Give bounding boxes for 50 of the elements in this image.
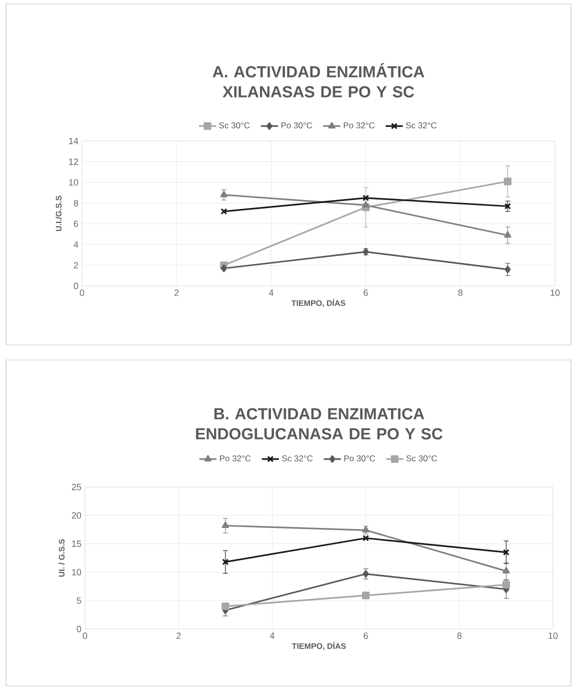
point [222, 522, 229, 528]
y-tick-label: 0 [76, 626, 82, 632]
legend-label: Sc 32°C [282, 455, 313, 462]
legend-label: Po 30°C [281, 122, 312, 128]
point [220, 264, 227, 272]
point [222, 602, 230, 610]
point [504, 178, 512, 186]
point [362, 194, 370, 202]
x-tick-label: 10 [550, 290, 560, 296]
point [362, 201, 370, 208]
x-tick-label: 2 [174, 290, 179, 296]
legend-label: Sc 32°C [406, 122, 437, 128]
x-tick-label: 10 [548, 632, 558, 639]
y-tick-label: 15 [72, 540, 82, 547]
legend-label: Po 32°C [344, 122, 375, 128]
x-axis-title: TIEMPO, DÍAS [291, 298, 346, 308]
point [502, 567, 510, 574]
chart-title: B. ACTIVIDAD ENZIMATICA ENDOGLUCANASA DE PO Y SC [196, 408, 443, 440]
point [504, 266, 511, 274]
x-tick-label: 6 [364, 632, 368, 639]
y-tick-label: 14 [69, 138, 78, 144]
x-tick-label: 2 [176, 632, 181, 639]
legend-label: Po 30°C [344, 455, 376, 462]
x-tick-label: 8 [458, 290, 463, 296]
point [504, 231, 512, 238]
point [362, 570, 369, 578]
x-tick-label: 8 [457, 632, 462, 639]
y-axis-title: U.I./G.S.S [56, 196, 62, 232]
x-tick-label: 0 [82, 632, 88, 639]
y-tick-label: 25 [72, 484, 82, 490]
y-tick-label: 12 [69, 158, 78, 165]
y-tick-label: 20 [72, 512, 82, 519]
chart-title: A. ACTIVIDAD ENZIMÁTICA XILANASAS DE PO Y SC [212, 63, 424, 98]
legend-label: Sc 30°C [219, 122, 250, 128]
point [362, 592, 370, 600]
y-tick-label: 10 [72, 569, 82, 576]
y-tick-label: 5 [76, 597, 82, 604]
legend-label: Sc 30°C [406, 455, 438, 462]
x-tick-label: 4 [270, 632, 274, 639]
y-tick-label: 6 [74, 220, 78, 228]
x-tick-label: 6 [364, 290, 368, 296]
y-tick-label: 0 [74, 282, 78, 290]
y-axis-title: UI. / G.S.S [58, 539, 65, 577]
legend-label: Po 32°C [220, 455, 251, 462]
x-tick-label: 4 [268, 290, 274, 296]
y-tick-label: 2 [74, 262, 78, 268]
x-axis-title: TIEMPO, DÍAS [292, 642, 346, 650]
y-tick-label: 4 [74, 241, 78, 248]
y-tick-label: 8 [74, 200, 78, 206]
y-tick-label: 10 [69, 179, 78, 186]
